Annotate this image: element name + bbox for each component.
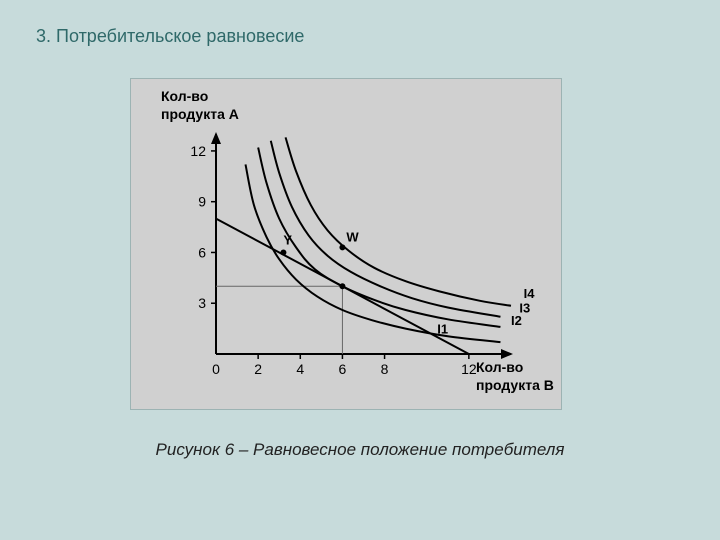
- svg-text:W: W: [346, 229, 359, 244]
- svg-text:I1: I1: [437, 322, 448, 337]
- svg-text:6: 6: [198, 244, 206, 260]
- svg-text:Y: Y: [283, 232, 292, 247]
- svg-text:6: 6: [339, 361, 347, 377]
- svg-text:I3: I3: [519, 301, 530, 316]
- svg-text:продукта А: продукта А: [161, 106, 239, 122]
- svg-text:8: 8: [381, 361, 389, 377]
- svg-text:12: 12: [461, 361, 477, 377]
- svg-text:3: 3: [198, 295, 206, 311]
- svg-text:2: 2: [254, 361, 262, 377]
- section-heading: 3. Потребительское равновесие: [36, 26, 304, 47]
- svg-text:Кол-во: Кол-во: [476, 359, 523, 375]
- svg-text:I4: I4: [524, 286, 536, 301]
- svg-text:9: 9: [198, 194, 206, 210]
- svg-text:продукта В: продукта В: [476, 377, 554, 393]
- equilibrium-chart: 024681236912Кол-вопродукта АКол-вопродук…: [130, 78, 562, 410]
- svg-text:12: 12: [190, 143, 206, 159]
- svg-text:Кол-во: Кол-во: [161, 88, 208, 104]
- svg-text:0: 0: [212, 361, 220, 377]
- figure-caption: Рисунок 6 – Равновесное положение потреб…: [0, 440, 720, 460]
- svg-text:4: 4: [296, 361, 304, 377]
